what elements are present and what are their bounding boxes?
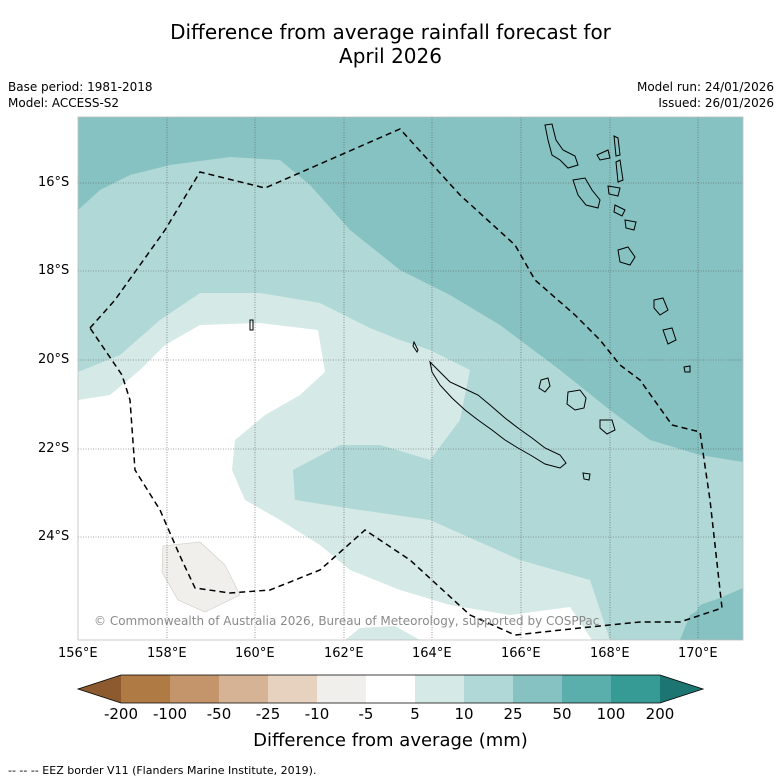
model-run: Model run: 24/01/2026	[636, 80, 774, 94]
colorbar-cell	[121, 675, 170, 703]
lon-label: 158°E	[147, 646, 187, 661]
colorbar-cell	[317, 675, 366, 703]
epi-island	[613, 204, 626, 217]
shepherd-islands	[624, 219, 637, 231]
colorbar-gt-200	[660, 675, 703, 703]
colorbar-tick: -50	[206, 705, 232, 723]
colorbar-tick: 5	[410, 705, 420, 723]
colorbar-tick: 200	[645, 705, 675, 723]
colorbar-cell	[415, 675, 464, 703]
lat-label: 16°S	[38, 175, 70, 190]
lon-label: 162°E	[324, 646, 364, 661]
colorbar-tick: -25	[255, 705, 281, 723]
colorbar-tick: -200	[103, 705, 139, 723]
lon-label: 168°E	[590, 646, 630, 661]
ambrym-island	[607, 185, 621, 197]
rainfall-anomaly-field	[78, 117, 743, 640]
lat-label: 20°S	[38, 352, 70, 367]
colorbar-cell	[268, 675, 317, 703]
efate-island	[617, 246, 636, 266]
malekula-island	[572, 177, 601, 209]
colorbar-tick: 25	[503, 705, 523, 723]
base-period: Base period: 1981-2018	[8, 80, 153, 94]
colorbar-tick: 50	[552, 705, 572, 723]
lifou-island	[566, 389, 587, 411]
lon-label: 156°E	[58, 646, 98, 661]
lon-label: 160°E	[235, 646, 275, 661]
colorbar-cell	[170, 675, 219, 703]
lat-label: 24°S	[38, 529, 70, 544]
anomaly-wet-patch-se	[680, 588, 743, 640]
erromango-island	[653, 297, 669, 316]
colorbar-cell	[562, 675, 611, 703]
colorbar-lt-200	[78, 675, 121, 703]
colorbar-tick: 10	[454, 705, 474, 723]
chesterfield-reef	[249, 319, 254, 331]
coastlines	[249, 123, 691, 481]
colorbar-tick: -5	[358, 705, 374, 723]
lon-label: 166°E	[501, 646, 541, 661]
espiritu-santo	[544, 123, 579, 169]
new-caledonia	[429, 360, 567, 469]
lon-label: 164°E	[412, 646, 452, 661]
belep-islands	[412, 340, 419, 353]
map-title-line1: Difference from average rainfall forecas…	[170, 20, 611, 44]
aneityum-island	[683, 365, 691, 373]
eez-border	[89, 128, 723, 636]
colorbar-title: Difference from average (mm)	[253, 730, 528, 751]
lat-label: 22°S	[38, 441, 70, 456]
map-frame	[77, 116, 744, 641]
isle-of-pines	[582, 472, 591, 481]
colorbar-cell	[464, 675, 513, 703]
pentecost-island	[615, 159, 624, 183]
eez-legend-note: -- -- -- EEZ border V11 (Flanders Marine…	[8, 764, 317, 777]
colorbar-tick: -100	[152, 705, 188, 723]
colorbar-tick: -10	[304, 705, 330, 723]
ouvea-island	[538, 377, 551, 393]
colorbar-cell	[219, 675, 268, 703]
colorbar-cell	[611, 675, 660, 703]
maewo-island	[613, 135, 621, 157]
tanna-island	[662, 327, 677, 345]
colorbar-cell	[513, 675, 562, 703]
map-title-line2: April 2026	[339, 44, 442, 68]
colorbar-tick: 100	[596, 705, 626, 723]
lon-label: 170°E	[678, 646, 718, 661]
model-name: Model: ACCESS-S2	[8, 96, 120, 110]
lat-label: 18°S	[38, 263, 70, 278]
anomaly-light-patch-s	[345, 626, 420, 640]
issued-date: Issued: 26/01/2026	[658, 96, 774, 110]
copyright-notice: © Commonwealth of Australia 2026, Bureau…	[94, 614, 600, 628]
graticule	[78, 117, 743, 640]
colorbar-cell	[366, 675, 415, 703]
mare-island	[599, 419, 616, 435]
ambae-island	[596, 149, 611, 161]
colorbar	[76, 674, 705, 704]
